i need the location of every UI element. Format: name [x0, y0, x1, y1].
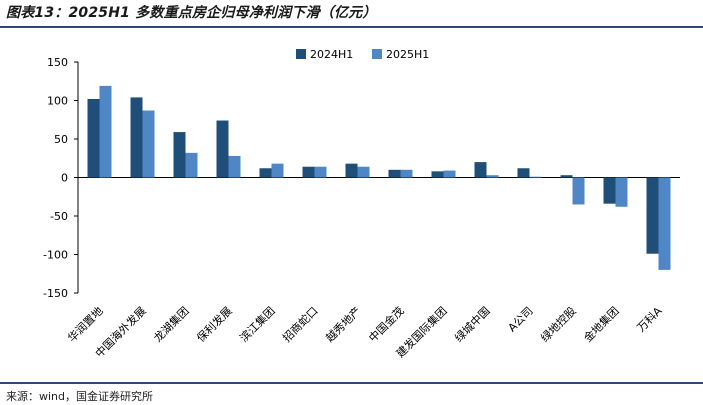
bar-2025H1-0	[99, 85, 112, 178]
bar-2024H1-13	[646, 177, 659, 254]
bar-2025H1-7	[400, 169, 413, 178]
bar-2025H1-13	[658, 177, 671, 270]
x-category-label: 招商蛇口	[280, 304, 321, 345]
bar-2025H1-10	[529, 176, 542, 178]
bar-2025H1-4	[271, 163, 284, 178]
bar-2024H1-1	[130, 97, 143, 178]
x-category-label: 华润置地	[65, 304, 106, 345]
bars	[87, 85, 671, 270]
legend-swatch-2024H1	[296, 49, 306, 59]
x-category-label: 中国金茂	[366, 304, 407, 345]
x-category-label: 金地集团	[581, 304, 622, 345]
x-category-label: 绿地控股	[538, 304, 579, 345]
bar-2024H1-0	[87, 98, 100, 178]
bar-2025H1-9	[486, 175, 499, 178]
x-category-label: 滨江集团	[237, 304, 278, 345]
legend-swatch-2025H1	[372, 49, 382, 59]
bar-2025H1-12	[615, 177, 628, 207]
x-category-label: 绿城中国	[452, 304, 493, 345]
bar-2024H1-2	[173, 132, 186, 178]
x-category-label: 龙湖集团	[151, 304, 192, 345]
footer-divider	[0, 382, 703, 384]
legend-label-2025H1: 2025H1	[386, 48, 429, 61]
x-category-label: 保利发展	[194, 304, 235, 345]
bar-2024H1-3	[216, 120, 229, 178]
legend: 2024H1 2025H1	[296, 48, 429, 61]
bar-2024H1-10	[517, 168, 530, 178]
bar-2024H1-4	[259, 168, 272, 178]
y-tick-label: 150	[47, 56, 68, 69]
bar-2025H1-2	[185, 152, 198, 178]
bar-2024H1-7	[388, 169, 401, 178]
bar-2024H1-12	[603, 177, 616, 204]
legend-label-2024H1: 2024H1	[310, 48, 353, 61]
bar-2025H1-11	[572, 177, 585, 205]
bar-2024H1-9	[474, 162, 487, 178]
bar-2025H1-6	[357, 166, 370, 178]
bar-2025H1-8	[443, 170, 456, 178]
bar-2025H1-3	[228, 155, 241, 178]
bar-2024H1-6	[345, 163, 358, 178]
y-tick-label: -50	[50, 210, 68, 223]
bar-2024H1-11	[560, 175, 573, 178]
y-tick-label: -150	[43, 287, 68, 300]
bar-2025H1-5	[314, 166, 327, 178]
x-category-label: 越秀地产	[323, 304, 364, 345]
y-tick-label: -100	[43, 249, 68, 262]
chart-title: 图表13：2025H1 多数重点房企归母净利润下滑（亿元）	[6, 5, 377, 21]
title-divider	[0, 26, 703, 28]
y-tick-label: 100	[47, 95, 68, 108]
y-tick-label: 50	[54, 133, 68, 146]
x-category-label: 万科A	[634, 303, 665, 334]
bar-2024H1-8	[431, 171, 444, 178]
bar-2025H1-1	[142, 110, 155, 178]
source-note: 来源：wind，国金证券研究所	[6, 390, 154, 403]
x-category-label: A公司	[506, 304, 536, 334]
bar-2024H1-5	[302, 166, 315, 178]
y-tick-label: 0	[61, 172, 68, 185]
